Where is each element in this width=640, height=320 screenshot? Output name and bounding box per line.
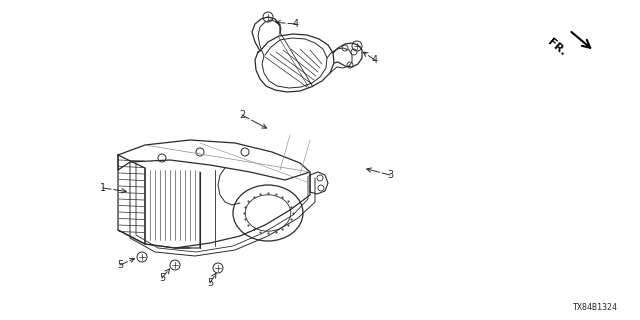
Text: 2: 2 xyxy=(239,110,245,120)
Text: 5: 5 xyxy=(207,278,213,288)
Text: 5: 5 xyxy=(117,260,123,270)
Text: 3: 3 xyxy=(387,170,393,180)
Text: 4: 4 xyxy=(293,19,299,29)
Text: 4: 4 xyxy=(372,55,378,65)
Text: 5: 5 xyxy=(159,273,165,283)
Text: 1: 1 xyxy=(100,183,106,193)
Text: FR.: FR. xyxy=(546,36,568,57)
Text: TX84B1324: TX84B1324 xyxy=(573,303,618,312)
